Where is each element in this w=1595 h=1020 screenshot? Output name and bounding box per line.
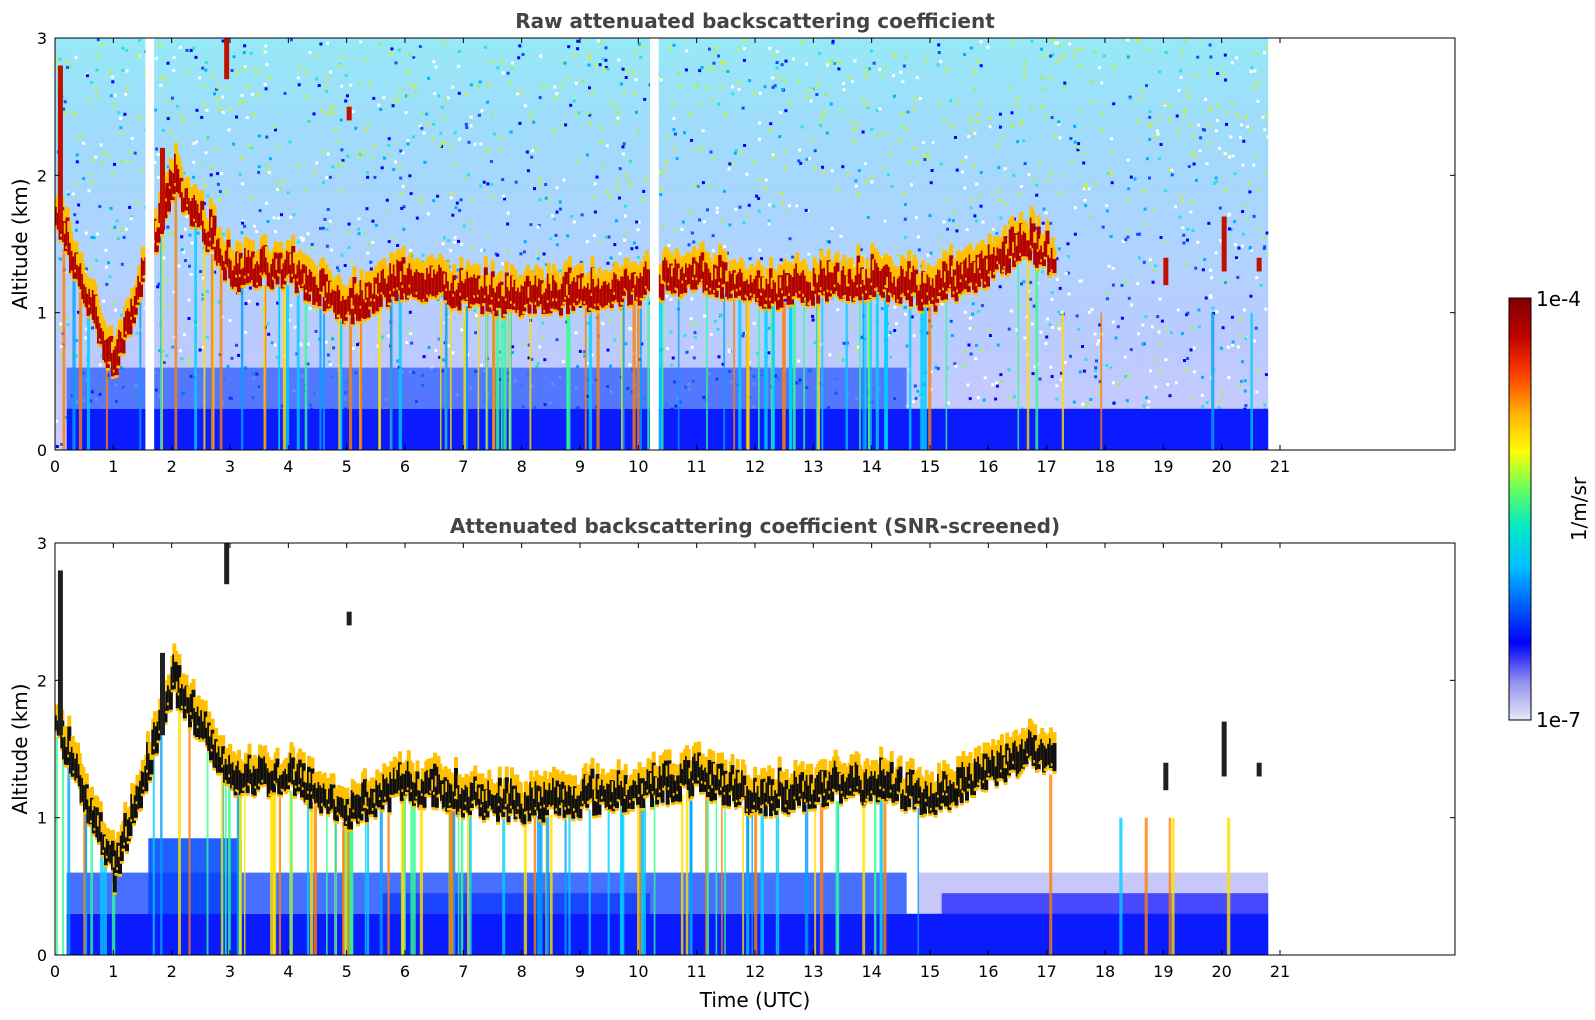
x-tick-label: 13 [803, 457, 823, 476]
y-tick-label: 2 [37, 671, 47, 690]
x-tick-label: 4 [283, 962, 293, 981]
x-tick-label: 7 [458, 962, 468, 981]
bottom-y-axis-label: Altitude (km) [8, 683, 32, 814]
x-tick-label: 0 [50, 457, 60, 476]
top-y-axis: 0 1 2 3 [37, 29, 1455, 460]
x-tick-label: 17 [1036, 457, 1056, 476]
y-tick-label: 1 [37, 304, 47, 323]
colorbar-unit-label: 1/m/sr [1567, 476, 1591, 541]
colorbar-min-label: 1e-7 [1536, 708, 1581, 732]
y-tick-label: 3 [37, 534, 47, 553]
x-tick-label: 1 [108, 457, 118, 476]
y-tick-label: 1 [37, 809, 47, 828]
colorbar: 1e-4 1e-7 1/m/sr [1508, 287, 1591, 732]
x-tick-label: 19 [1153, 962, 1173, 981]
x-tick-label: 12 [745, 962, 765, 981]
bottom-x-axis: 0 1 2 3 4 5 6 7 8 9 10 11 12 13 14 15 16 17 18 19 20 21 [50, 543, 1290, 981]
data-gap [650, 38, 659, 450]
x-tick-label: 19 [1153, 457, 1173, 476]
x-tick-label: 9 [575, 457, 585, 476]
x-tick-label: 15 [920, 962, 940, 981]
x-tick-label: 11 [686, 962, 706, 981]
top-panel-title: Raw attenuated backscattering coefficien… [515, 9, 995, 33]
x-tick-label: 11 [686, 457, 706, 476]
top-heatmap [55, 38, 1455, 450]
x-tick-label: 1 [108, 962, 118, 981]
x-tick-label: 10 [628, 962, 648, 981]
x-tick-label: 7 [458, 457, 468, 476]
high-cloud-fragments [57, 543, 1262, 791]
cloud-layer [55, 142, 1057, 379]
x-tick-label: 16 [978, 962, 998, 981]
near-ground-layer [66, 872, 1269, 955]
bottom-x-axis-label: Time (UTC) [699, 988, 811, 1012]
x-tick-label: 18 [1095, 962, 1115, 981]
bottom-heatmap [55, 543, 1455, 955]
bottom-y-axis: 0 1 2 3 [37, 534, 1455, 965]
x-tick-label: 20 [1211, 962, 1231, 981]
x-tick-label: 21 [1270, 457, 1290, 476]
y-tick-label: 3 [37, 29, 47, 48]
top-x-axis: 0 1 2 3 4 5 6 7 8 9 10 11 12 13 14 15 16 17 18 19 20 21 [50, 38, 1290, 476]
no-data-region [1268, 38, 1455, 450]
x-tick-label: 12 [745, 457, 765, 476]
data-gap [145, 38, 155, 450]
bottom-panel-title: Attenuated backscattering coefficient (S… [450, 514, 1060, 538]
colorbar-gradient [1508, 297, 1532, 721]
no-data-region [1268, 543, 1455, 955]
cloud-layer [55, 643, 1057, 895]
x-tick-label: 2 [167, 457, 177, 476]
x-tick-label: 0 [50, 962, 60, 981]
x-tick-label: 14 [861, 962, 881, 981]
bottom-panel: Attenuated backscattering coefficient (S… [8, 514, 1456, 1012]
vertical-streaks [55, 704, 1231, 955]
x-tick-label: 10 [628, 457, 648, 476]
x-tick-label: 4 [283, 457, 293, 476]
high-cloud-fragments [57, 38, 1262, 286]
x-tick-label: 8 [517, 962, 527, 981]
x-tick-label: 2 [167, 962, 177, 981]
x-tick-label: 3 [225, 457, 235, 476]
x-tick-label: 17 [1036, 962, 1056, 981]
y-tick-label: 0 [37, 946, 47, 965]
x-tick-label: 9 [575, 962, 585, 981]
x-tick-label: 15 [920, 457, 940, 476]
x-tick-label: 5 [342, 457, 352, 476]
x-tick-label: 3 [225, 962, 235, 981]
x-tick-label: 13 [803, 962, 823, 981]
x-tick-label: 16 [978, 457, 998, 476]
y-tick-label: 2 [37, 166, 47, 185]
x-tick-label: 18 [1095, 457, 1115, 476]
top-panel: Raw attenuated backscattering coefficien… [8, 9, 1456, 476]
x-tick-label: 14 [861, 457, 881, 476]
x-tick-label: 21 [1270, 962, 1290, 981]
x-tick-label: 6 [400, 457, 410, 476]
x-tick-label: 8 [517, 457, 527, 476]
x-tick-label: 5 [342, 962, 352, 981]
x-tick-label: 6 [400, 962, 410, 981]
x-tick-label: 20 [1211, 457, 1231, 476]
colorbar-max-label: 1e-4 [1536, 287, 1581, 311]
y-tick-label: 0 [37, 441, 47, 460]
top-y-axis-label: Altitude (km) [8, 178, 32, 309]
